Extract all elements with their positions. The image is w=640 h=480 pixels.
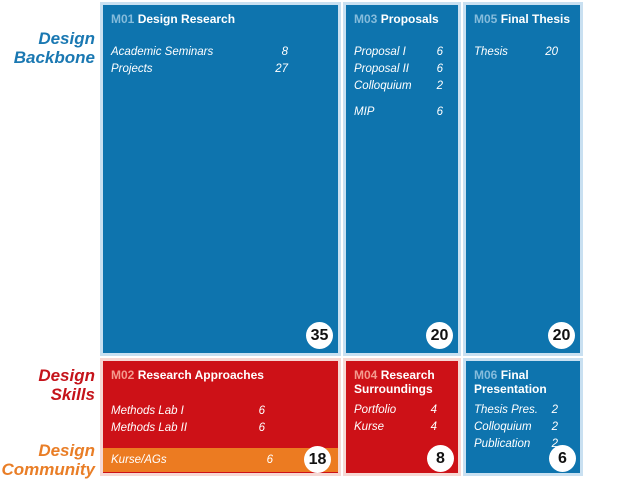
module-code: M05 — [474, 12, 498, 26]
row-label-design-skills: Design Skills — [0, 366, 95, 404]
course-row: Proposal II 6 — [354, 61, 443, 78]
course-name: Thesis Pres. — [474, 404, 538, 416]
module-title: Final Thesis — [500, 12, 571, 26]
module-code: M04 — [354, 368, 378, 382]
course-row: Portfolio 4 — [354, 402, 437, 419]
credit-total-badge: 35 — [306, 322, 333, 349]
course-row: Thesis Pres. 2 — [474, 402, 558, 419]
module-code: M06 — [474, 368, 498, 382]
course-credits: 2 — [551, 421, 558, 433]
module-card-m04: M04 Research Surroundings Portfolio 4 Ku… — [346, 361, 458, 473]
module-title: Final Presentation — [474, 368, 547, 396]
course-name: Colloquium — [474, 421, 532, 433]
course-credits: 4 — [430, 404, 437, 416]
course-list: Thesis 20 — [474, 44, 572, 61]
module-card-m06: M06 Final Presentation Thesis Pres. 2 Co… — [466, 361, 580, 473]
course-credits: 2 — [551, 404, 558, 416]
course-name: Proposal I — [354, 46, 406, 58]
course-row: Colloquium 2 — [354, 78, 443, 95]
row-label-line: Design — [38, 366, 95, 385]
course-name: Proposal II — [354, 63, 409, 75]
course-credits: 8 — [281, 46, 288, 58]
course-list: Thesis Pres. 2 Colloquium 2 Publication … — [474, 402, 572, 453]
row-label-design-backbone: Design Backbone — [0, 29, 95, 67]
course-name: Portfolio — [354, 404, 397, 416]
course-credits: 6 — [258, 405, 265, 417]
course-name: Kurse — [354, 421, 385, 433]
course-list: Portfolio 4 Kurse 4 — [354, 402, 450, 436]
module-header: M06 Final Presentation — [474, 368, 572, 396]
course-credits: 6 — [258, 422, 265, 434]
course-credits: 20 — [545, 46, 558, 58]
credit-total-badge: 20 — [548, 322, 575, 349]
course-name: Methods Lab II — [111, 422, 188, 434]
module-code: M01 — [111, 12, 135, 26]
course-credits: 6 — [436, 46, 443, 58]
course-credits: 27 — [275, 63, 288, 75]
row-label-line: Backbone — [13, 48, 95, 67]
course-name: Publication — [474, 438, 531, 450]
module-title: Research Surroundings — [354, 368, 435, 396]
module-header: M05 Final Thesis — [474, 12, 572, 26]
module-title: Design Research — [137, 12, 236, 26]
module-header: M02 Research Approaches — [111, 368, 330, 382]
course-row: Methods Lab I 6 — [111, 403, 265, 420]
module-card-m03: M03 Proposals Proposal I 6 Proposal II 6… — [346, 5, 458, 353]
row-label-design-community: Design Community — [0, 441, 96, 479]
course-row: Colloquium 2 — [474, 419, 558, 436]
course-row: Proposal I 6 — [354, 44, 443, 61]
course-credits: 4 — [430, 421, 437, 433]
course-credits: 6 — [266, 454, 273, 466]
design-community-strip: Kurse/AGs 6 — [103, 448, 338, 472]
module-title: Research Approaches — [137, 368, 264, 382]
course-name: Methods Lab I — [111, 405, 184, 417]
course-name: Projects — [111, 63, 153, 75]
course-row: Academic Seminars 8 — [111, 44, 288, 61]
course-name: Thesis — [474, 46, 508, 58]
course-name: Colloquium — [354, 80, 412, 92]
course-credits: 6 — [436, 106, 443, 118]
course-row: Thesis 20 — [474, 44, 558, 61]
course-name: Academic Seminars — [111, 46, 214, 58]
course-row: MIP 6 — [354, 104, 443, 121]
credit-total-badge: 6 — [549, 445, 576, 472]
course-credits: 2 — [551, 438, 558, 450]
credit-total-badge: 20 — [426, 322, 453, 349]
module-header: M04 Research Surroundings — [354, 368, 450, 396]
course-row: Methods Lab II 6 — [111, 420, 265, 437]
module-header: M03 Proposals — [354, 12, 450, 26]
course-credits: 6 — [436, 63, 443, 75]
course-row: Publication 2 — [474, 436, 558, 453]
course-list: Academic Seminars 8 Projects 27 — [111, 44, 330, 78]
row-label-line: Community — [1, 460, 96, 479]
course-list: Proposal I 6 Proposal II 6 Colloquium 2 … — [354, 44, 450, 121]
course-row: Kurse 4 — [354, 419, 437, 436]
module-header: M01 Design Research — [111, 12, 330, 26]
row-label-line: Design — [38, 441, 95, 460]
module-card-m05: M05 Final Thesis Thesis 20 20 — [466, 5, 580, 353]
module-code: M02 — [111, 368, 135, 382]
course-row: Projects 27 — [111, 61, 288, 78]
credit-total-badge: 18 — [304, 446, 331, 473]
credit-total-badge: 8 — [427, 445, 454, 472]
module-code: M03 — [354, 12, 378, 26]
module-card-m02: M02 Research Approaches Methods Lab I 6 … — [103, 361, 338, 473]
module-card-m01: M01 Design Research Academic Seminars 8 … — [103, 5, 338, 353]
course-list: Methods Lab I 6 Methods Lab II 6 — [111, 403, 330, 437]
course-credits: 2 — [436, 80, 443, 92]
course-row: Kurse/AGs 6 — [103, 448, 338, 472]
module-title: Proposals — [380, 12, 439, 26]
course-name: Kurse/AGs — [111, 454, 167, 466]
course-name: MIP — [354, 106, 375, 118]
row-label-line: Skills — [50, 385, 95, 404]
row-label-line: Design — [38, 29, 95, 48]
